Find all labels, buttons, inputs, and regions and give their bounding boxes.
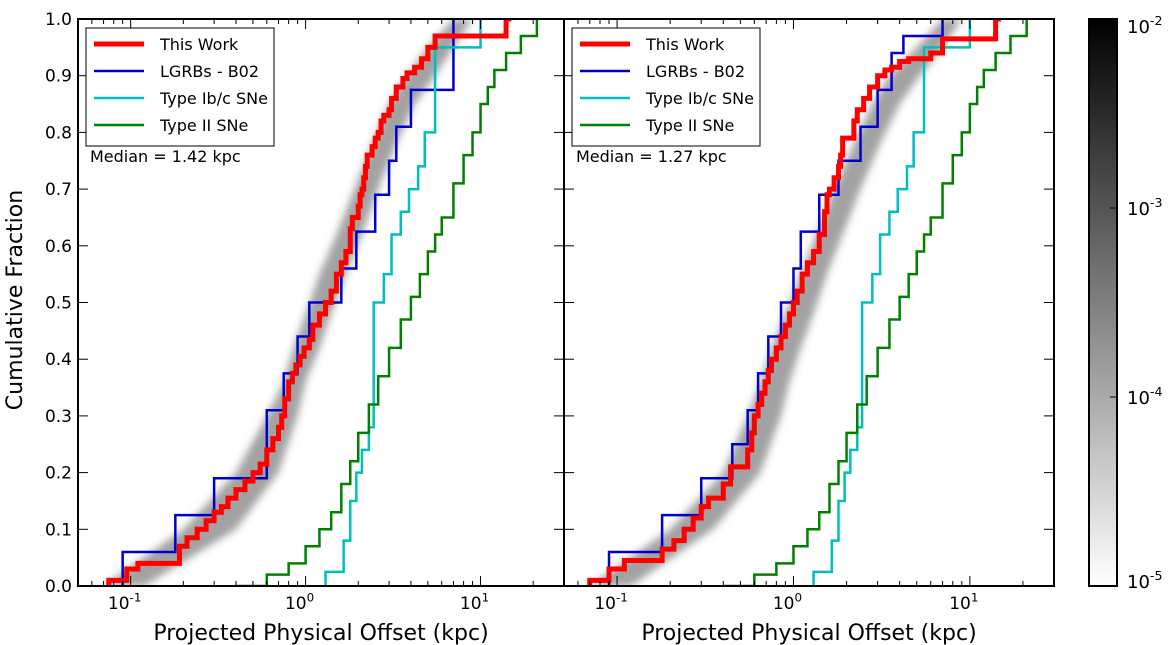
plot-area (587, 19, 1028, 586)
legend: This Work LGRBs - B02 Type Ib/c SNe Type II… (85, 27, 275, 147)
colorbar-tick-label: 10-3 (1127, 195, 1162, 220)
legend-label: This Work (645, 35, 725, 54)
x-tick-label: 101 (460, 590, 489, 614)
median-annotation: Median = 1.42 kpc (90, 147, 241, 166)
y-tick-label: 0.5 (45, 294, 72, 314)
axes-frame (563, 18, 1055, 587)
legend-label: Type Ib/c SNe (159, 89, 268, 108)
series-line-type-ib-c-sne (812, 19, 972, 586)
colorbar: 10-2 10-3 10-4 10-5 (1088, 13, 1162, 593)
colorbar-frame (1088, 18, 1118, 587)
density-band (103, 19, 473, 586)
y-tick-label: 0.4 (45, 350, 72, 370)
y-tick-label: 0.6 (45, 237, 72, 257)
left-panel: 10-1 100 101 0.0 0.1 0.2 0.3 0.4 0.5 0.6 0.7 0.8 0.9… (45, 10, 565, 645)
legend: This Work LGRBs - B02 Type Ib/c SNe Type II… (571, 27, 761, 147)
x-axis-label: Projected Physical Offset (kpc) (153, 621, 488, 645)
y-tick-label: 0.0 (45, 577, 72, 597)
series-line-lgrbs-b02 (607, 19, 944, 586)
x-tick-label: 101 (949, 590, 978, 614)
y-axis-label: Cumulative Fraction (3, 190, 28, 410)
series-line-type-ib-c-sne (324, 19, 482, 586)
ticks: 10-1 100 101 0.0 0.1 0.2 0.3 0.4 0.5 0.6 0.7 0.8 0.9… (45, 10, 564, 614)
colorbar-tick-label: 10-2 (1127, 13, 1162, 38)
legend-label: Type II SNe (159, 116, 248, 135)
y-tick-label: 0.9 (45, 67, 72, 87)
x-tick-label: 10-1 (594, 590, 628, 614)
legend-label: Type II SNe (645, 116, 734, 135)
legend-box (571, 27, 761, 147)
colorbar-tick-label: 10-4 (1127, 384, 1162, 409)
x-axis-label: Projected Physical Offset (kpc) (641, 621, 976, 645)
series-line-this-work (106, 19, 512, 586)
legend-label: LGRBs - B02 (160, 62, 259, 81)
colorbar-tick-label: 10-5 (1127, 568, 1162, 593)
y-tick-label: 1.0 (45, 10, 72, 30)
right-panel: 10-1 100 101 Projected Physical Offset (kpc… (563, 18, 1055, 645)
plot-area (103, 19, 539, 586)
x-tick-label: 100 (285, 590, 314, 614)
legend-label: LGRBs - B02 (646, 62, 745, 81)
series-line-type-ii-sne (723, 19, 1028, 586)
legend-box (85, 27, 275, 147)
y-tick-label: 0.7 (45, 180, 72, 200)
y-tick-label: 0.8 (45, 123, 72, 143)
legend-label: This Work (159, 35, 239, 54)
x-tick-label: 100 (773, 590, 802, 614)
colorbar-gradient (1089, 19, 1117, 586)
series-line-this-work (587, 19, 1001, 586)
legend-label: Type Ib/c SNe (645, 89, 754, 108)
y-tick-label: 0.3 (45, 407, 72, 427)
density-band (589, 19, 962, 586)
median-annotation: Median = 1.27 kpc (576, 147, 727, 166)
series-line-type-ii-sne (235, 19, 539, 586)
y-tick-label: 0.2 (45, 464, 72, 484)
y-tick-label: 0.1 (45, 520, 72, 540)
x-tick-label: 10-1 (108, 590, 142, 614)
